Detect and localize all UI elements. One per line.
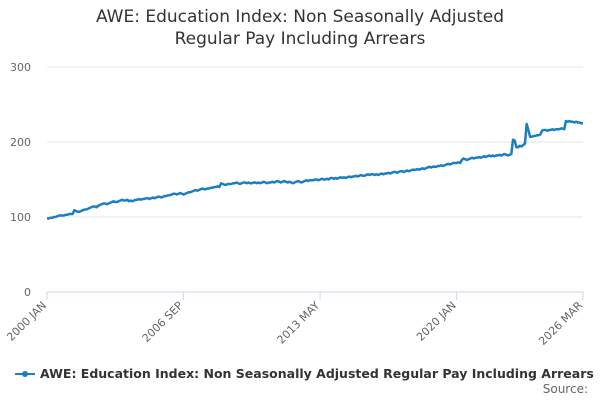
x-tick-label: 2026 MAR — [536, 299, 585, 348]
chart-title: AWE: Education Index: Non Seasonally Adj… — [95, 7, 505, 49]
series-line — [47, 119, 583, 220]
legend-dot — [22, 370, 28, 377]
y-tick-label: 200 — [10, 136, 31, 149]
x-tick-label: 2006 SEP — [140, 299, 186, 345]
x-tick-label: 2020 JAN — [414, 299, 459, 344]
x-tick-label: 2013 MAY — [275, 299, 323, 347]
source: Source: — [542, 382, 588, 396]
x-tick-label: 2000 JAN — [4, 299, 49, 344]
y-tick-label: 100 — [10, 211, 31, 224]
legend-label: AWE: Education Index: Non Seasonally Adj… — [40, 366, 594, 381]
legend-marker — [15, 370, 35, 377]
y-tick-label: 300 — [10, 61, 31, 74]
y-tick-label: 0 — [24, 286, 31, 299]
legend: AWE: Education Index: Non Seasonally Adj… — [14, 366, 594, 381]
